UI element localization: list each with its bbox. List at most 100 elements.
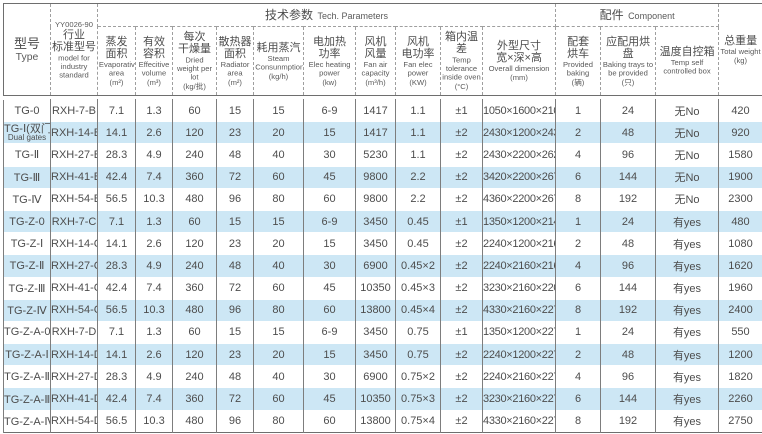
cell-tol: ±2 bbox=[440, 232, 483, 255]
cell-rad: 96 bbox=[216, 187, 254, 211]
cell-tol: ±2 bbox=[440, 254, 483, 277]
table-row: TG-Z-A-0 RXH-7-D 7.1 1.3 60 15 15 6-9 3450 0.75 ±1… bbox=[3, 320, 762, 344]
cell-dried: 60 bbox=[172, 320, 217, 344]
cell-fan: 0.45×3 bbox=[395, 276, 441, 300]
cell-tol: ±2 bbox=[440, 365, 483, 388]
table-row: TG-Z-Ⅰ RXH-14-C 14.1 2.6 120 23 20 15 3450 0.45 ±2… bbox=[3, 232, 762, 255]
cell-air: 13800 bbox=[355, 409, 396, 433]
cell-model: RXH-14-D bbox=[50, 343, 98, 366]
cell-air: 6900 bbox=[355, 254, 396, 277]
cell-rad: 15 bbox=[216, 320, 254, 344]
cell-tol: ±2 bbox=[440, 276, 483, 300]
cell-model: RXH-54-D bbox=[50, 409, 98, 433]
cell-vol: 10.3 bbox=[135, 298, 173, 322]
cell-vol: 2.6 bbox=[135, 343, 173, 366]
cell-box: 有yes bbox=[655, 276, 719, 300]
table-row: TG-Z-A-Ⅰ RXH-14-D 14.1 2.6 120 23 20 15 3450 0.75… bbox=[3, 343, 762, 366]
cell-dried: 120 bbox=[172, 121, 217, 144]
cell-steam: 20 bbox=[253, 121, 304, 144]
cell-box: 有yes bbox=[655, 409, 719, 433]
cell-box: 有yes bbox=[655, 365, 719, 388]
cell-vol: 4.9 bbox=[135, 143, 173, 167]
cell-box: 有yes bbox=[655, 298, 719, 322]
cell-box: 有yes bbox=[655, 387, 719, 411]
cell-box: 无No bbox=[655, 143, 719, 167]
table-body: TG-0 RXH-7-B 7.1 1.3 60 15 15 6-9 1417 1.1 ±1 1050×… bbox=[3, 98, 762, 433]
col-header-temp-self-controlled-box: 温度自控箱 Temp self controlled box bbox=[655, 26, 720, 96]
cell-fan: 0.75 bbox=[395, 320, 441, 344]
cell-trays: 96 bbox=[600, 254, 656, 277]
cell-trays: 192 bbox=[600, 409, 656, 433]
cell-cars: 4 bbox=[555, 254, 601, 277]
cell-evap: 28.3 bbox=[97, 254, 136, 277]
cell-trays: 192 bbox=[600, 298, 656, 322]
cell-cars: 8 bbox=[555, 409, 601, 433]
cell-weight: 1620 bbox=[718, 254, 762, 277]
cell-steam: 20 bbox=[253, 232, 304, 255]
cell-air: 1417 bbox=[355, 98, 396, 122]
cell-box: 无No bbox=[655, 165, 719, 189]
cell-type: TG-Ⅳ bbox=[3, 187, 51, 211]
col-header-fan-elec-power: 风机 电功率 Fan elec power (KW) bbox=[395, 26, 441, 96]
cell-heat: 6-9 bbox=[303, 98, 356, 122]
cell-tol: ±2 bbox=[440, 143, 483, 167]
cell-dim: 2240×2160×2270 bbox=[482, 365, 556, 388]
cell-heat: 45 bbox=[303, 276, 356, 300]
cell-evap: 56.5 bbox=[97, 298, 136, 322]
cell-box: 有yes bbox=[655, 232, 719, 255]
cell-air: 3450 bbox=[355, 232, 396, 255]
cell-model: RXH-14-B bbox=[50, 121, 98, 144]
cell-dried: 360 bbox=[172, 165, 217, 189]
cell-dried: 240 bbox=[172, 365, 217, 388]
cell-type: TG-Z-Ⅰ bbox=[3, 232, 51, 255]
cell-steam: 60 bbox=[253, 165, 304, 189]
cell-type: TG-Z-A-Ⅱ bbox=[3, 365, 51, 388]
cell-tol: ±2 bbox=[440, 121, 483, 144]
cell-model: RXH-27-C bbox=[50, 254, 98, 277]
cell-heat: 6-9 bbox=[303, 320, 356, 344]
col-header-dried-weight-per-lot: 每次 干燥量 Dried weight per lot (kg/批) bbox=[172, 26, 217, 96]
cell-air: 9800 bbox=[355, 187, 396, 211]
cell-tol: ±2 bbox=[440, 187, 483, 211]
cell-dried: 480 bbox=[172, 187, 217, 211]
cell-cars: 4 bbox=[555, 143, 601, 167]
cell-evap: 28.3 bbox=[97, 365, 136, 388]
cell-fan: 2.2 bbox=[395, 165, 441, 189]
cell-type: TG-Z-Ⅳ bbox=[3, 298, 51, 322]
cell-weight: 1900 bbox=[718, 165, 762, 189]
cell-tol: ±2 bbox=[440, 343, 483, 366]
cell-air: 10350 bbox=[355, 276, 396, 300]
cell-evap: 7.1 bbox=[97, 209, 136, 233]
col-header-evaporative-area: 蒸发 面积 Evaporative area (m²) bbox=[97, 26, 136, 96]
table-row: TG-0 RXH-7-B 7.1 1.3 60 15 15 6-9 1417 1.1 ±1 1050×… bbox=[3, 98, 762, 122]
cell-weight: 2400 bbox=[718, 298, 762, 322]
cell-box: 有yes bbox=[655, 209, 719, 233]
cell-cars: 8 bbox=[555, 298, 601, 322]
cell-heat: 15 bbox=[303, 232, 356, 255]
col-header-total-weight: 总重量 Total weight (kg) bbox=[718, 3, 762, 96]
cell-model: RXH-7-D bbox=[50, 320, 98, 344]
cell-type: TG-Z-0 bbox=[3, 209, 51, 233]
cell-evap: 42.4 bbox=[97, 165, 136, 189]
cell-dim: 4360×2200×2670 bbox=[482, 187, 556, 211]
table-row: TG-Z-Ⅲ RXH-41-C 42.4 7.4 360 72 60 45 10350 0.45×… bbox=[3, 276, 762, 300]
table-row: TG-Ⅲ RXH-41-B 42.4 7.4 360 72 60 45 9800 2.2 ±2 342… bbox=[3, 165, 762, 189]
cell-model: RXH-41-C bbox=[50, 276, 98, 300]
cell-fan: 1.1 bbox=[395, 143, 441, 167]
cell-type: TG-Z-Ⅱ bbox=[3, 254, 51, 277]
cell-fan: 2.2 bbox=[395, 187, 441, 211]
cell-steam: 40 bbox=[253, 254, 304, 277]
cell-dried: 360 bbox=[172, 387, 217, 411]
cell-steam: 15 bbox=[253, 320, 304, 344]
cell-fan: 0.45×2 bbox=[395, 254, 441, 277]
cell-cars: 2 bbox=[555, 343, 601, 366]
cell-type: TG-Z-A-0 bbox=[3, 320, 51, 344]
cell-vol: 2.6 bbox=[135, 232, 173, 255]
cell-dim: 2240×2160×2160 bbox=[482, 254, 556, 277]
cell-fan: 0.45 bbox=[395, 232, 441, 255]
cell-dim: 2240×1200×2270 bbox=[482, 343, 556, 366]
cell-box: 有yes bbox=[655, 254, 719, 277]
cell-steam: 15 bbox=[253, 209, 304, 233]
cell-box: 无No bbox=[655, 187, 719, 211]
